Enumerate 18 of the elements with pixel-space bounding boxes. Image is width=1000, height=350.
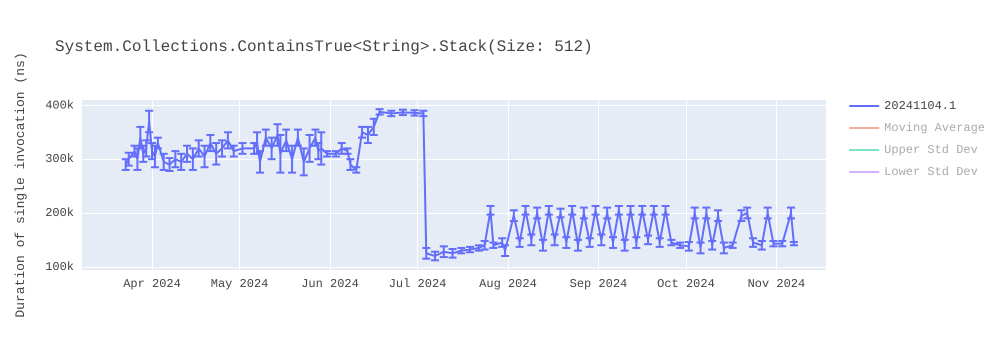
y-tick-label: 300k bbox=[45, 152, 74, 166]
x-tick-label: Apr 2024 bbox=[123, 277, 181, 291]
y-axis-title: Duration of single invocation (ns) bbox=[13, 52, 28, 318]
y-tick-label: 100k bbox=[45, 260, 74, 274]
legend-label: Moving Average bbox=[884, 121, 986, 135]
x-tick-label: Sep 2024 bbox=[570, 277, 628, 291]
x-tick-label: Nov 2024 bbox=[748, 277, 806, 291]
legend-label: Lower Std Dev bbox=[884, 165, 978, 179]
x-tick-label: Jul 2024 bbox=[388, 277, 446, 291]
x-tick-label: May 2024 bbox=[210, 277, 268, 291]
x-tick-label: Aug 2024 bbox=[479, 277, 537, 291]
x-tick-label: Oct 2024 bbox=[657, 277, 715, 291]
chart-title: System.Collections.ContainsTrue<String>.Stack(Size: 512) bbox=[55, 38, 593, 56]
y-tick-label: 400k bbox=[45, 98, 74, 112]
x-tick-label: Jun 2024 bbox=[301, 277, 359, 291]
y-tick-label: 200k bbox=[45, 206, 74, 220]
legend-label: 20241104.1 bbox=[884, 99, 956, 113]
legend-label: Upper Std Dev bbox=[884, 143, 978, 157]
